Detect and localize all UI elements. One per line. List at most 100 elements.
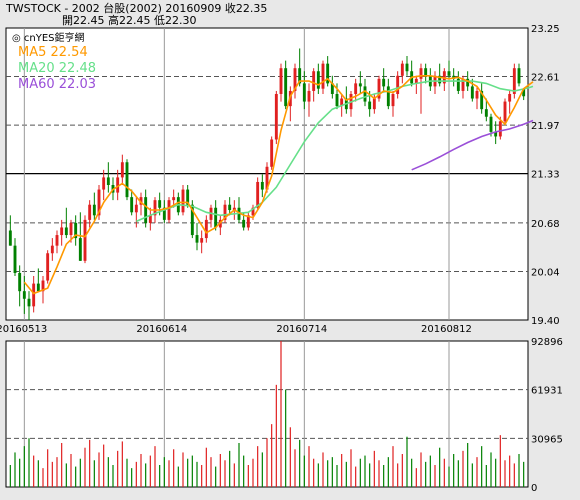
- candle-body: [232, 207, 236, 211]
- candle-body: [92, 204, 96, 216]
- candle-body: [162, 207, 166, 220]
- header-line1: TWSTOCK - 2002 台股(2002) 20160909 收22.35: [5, 1, 267, 15]
- candle-body: [484, 109, 488, 117]
- price-y-tick-label: 20.68: [531, 219, 560, 230]
- candle-body: [330, 83, 334, 94]
- candle-body: [382, 78, 386, 87]
- price-y-tick-label: 22.61: [531, 73, 560, 84]
- candle-body: [312, 71, 316, 91]
- candle-body: [106, 177, 110, 185]
- candle-body: [153, 200, 157, 216]
- ma20-line: [135, 80, 534, 223]
- candle-body: [386, 86, 390, 107]
- candle-body: [470, 86, 474, 99]
- candle-body: [358, 83, 362, 87]
- candle-body: [74, 222, 78, 239]
- legend-ma20: MA20 22.48: [18, 61, 96, 76]
- candle-body: [158, 200, 162, 208]
- candle-body: [125, 162, 129, 198]
- candle-body: [391, 93, 395, 107]
- candle-body: [475, 90, 479, 99]
- candle-body: [186, 189, 190, 205]
- candle-body: [246, 215, 250, 228]
- volume-y-tick-label: 30965: [531, 434, 563, 445]
- candle-body: [69, 222, 73, 236]
- candle-body: [372, 98, 376, 110]
- candle-body: [251, 207, 255, 216]
- volume-y-axis: 92896 61931 30965 0: [531, 337, 563, 494]
- candle-body: [396, 75, 400, 94]
- candle-body: [354, 83, 358, 94]
- candle-body: [400, 63, 404, 76]
- price-x-tick-label: 20160614: [136, 324, 187, 335]
- candle-body: [265, 166, 269, 190]
- candle-body: [13, 245, 17, 273]
- candle-body: [8, 230, 12, 246]
- candle-body: [83, 219, 87, 261]
- candle-body: [50, 245, 54, 254]
- candle-body: [414, 78, 418, 84]
- price-y-tick-label: 21.33: [531, 170, 560, 181]
- legend-ma5: MA5 22.54: [18, 45, 88, 60]
- candle-body: [88, 204, 92, 220]
- volume-y-tick-label: 61931: [531, 386, 563, 397]
- price-x-tick-label: 20160812: [421, 324, 472, 335]
- candle-body: [97, 189, 101, 216]
- candle-body: [503, 101, 507, 122]
- candle-body: [214, 207, 218, 228]
- candle-body: [494, 131, 498, 137]
- price-y-tick-label: 23.25: [531, 24, 560, 35]
- candle-body: [200, 238, 204, 243]
- candle-body: [242, 219, 246, 228]
- candle-body: [172, 197, 176, 201]
- candle-body: [46, 253, 50, 281]
- candle-body: [228, 204, 232, 211]
- candle-body: [181, 189, 185, 213]
- price-y-axis: 23.25 22.61 21.97 21.33 20.68 20.04 19.40: [531, 24, 560, 327]
- candle-body: [480, 90, 484, 110]
- header-line2: 開22.45 高22.45 低22.30: [62, 13, 196, 27]
- candle-body: [144, 197, 148, 223]
- price-x-tick-label: 20160714: [276, 324, 327, 335]
- candle-body: [489, 116, 493, 132]
- candle-body: [298, 68, 302, 84]
- candle-body: [116, 177, 120, 193]
- candle-body: [36, 283, 40, 292]
- candle-body: [18, 272, 22, 292]
- candle-body: [335, 93, 339, 107]
- candle-body: [32, 283, 36, 307]
- candle-body: [498, 121, 502, 137]
- volume-bars: [9, 341, 525, 487]
- candle-body: [274, 93, 278, 140]
- candle-body: [41, 280, 45, 292]
- candle-body: [204, 219, 208, 239]
- price-y-tick-label: 21.97: [531, 121, 560, 132]
- candle-body: [419, 68, 423, 79]
- candle-body: [120, 162, 124, 178]
- ma60-line: [411, 119, 534, 171]
- price-x-axis: 20160513 20160614 20160714 20160812: [0, 324, 472, 335]
- candle-body: [438, 75, 442, 84]
- candle-body: [134, 204, 138, 213]
- candle-body: [55, 235, 59, 246]
- volume-y-tick-label: 0: [531, 483, 537, 494]
- candle-body: [139, 197, 143, 205]
- candle-body: [424, 68, 428, 76]
- candle-body: [64, 227, 68, 236]
- candlestick-series: [8, 48, 526, 320]
- candle-body: [256, 181, 260, 208]
- price-y-tick-label: 20.04: [531, 267, 560, 278]
- candle-body: [512, 68, 516, 94]
- candle-body: [377, 78, 381, 99]
- candle-body: [340, 98, 344, 107]
- candle-body: [78, 238, 82, 261]
- source-label: ◎ cnYES鉅亨網: [12, 31, 85, 44]
- candle-body: [363, 86, 367, 102]
- ma5-line: [23, 75, 534, 295]
- legend-ma60: MA60 22.03: [18, 77, 96, 92]
- candle-body: [195, 235, 199, 243]
- candle-body: [517, 68, 521, 84]
- price-x-tick-label: 20160513: [0, 324, 47, 335]
- moving-average-lines: [23, 75, 534, 295]
